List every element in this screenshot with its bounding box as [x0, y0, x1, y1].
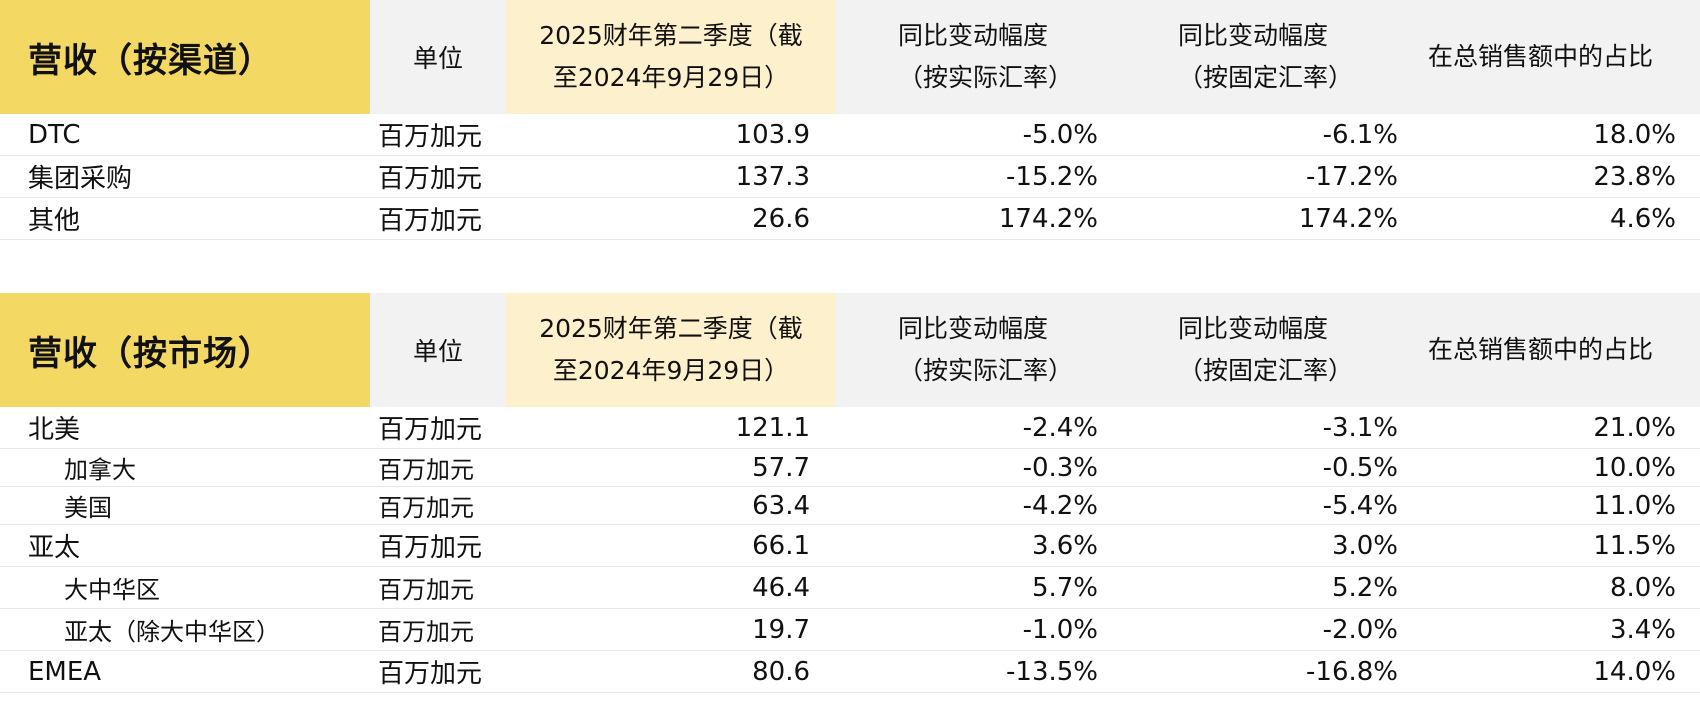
row-share: 10.0%: [1593, 452, 1676, 483]
row-unit: 百万加元: [378, 576, 474, 604]
row-unit: 百万加元: [378, 494, 474, 522]
row-label: DTC: [28, 119, 81, 150]
row-value: 103.9: [735, 119, 810, 150]
row-yoy-constant: -5.4%: [1322, 490, 1398, 521]
row-unit: 百万加元: [378, 456, 474, 484]
row-unit: 百万加元: [378, 659, 483, 689]
market-table-title: 营收（按市场）: [0, 293, 370, 407]
row-yoy-constant: -2.0%: [1322, 614, 1398, 645]
row-yoy-constant: -17.2%: [1306, 161, 1398, 192]
table-row: 大中华区 百万加元 46.4 5.7% 5.2% 8.0%: [0, 567, 1700, 609]
table-row: 加拿大 百万加元 57.7 -0.3% -0.5% 10.0%: [0, 449, 1700, 487]
table-row: DTC 百万加元 103.9 -5.0% -6.1% 18.0%: [0, 114, 1700, 156]
row-value: 46.4: [752, 572, 810, 603]
row-yoy-constant: -16.8%: [1306, 656, 1398, 687]
row-value: 63.4: [752, 490, 810, 521]
row-value: 26.6: [752, 203, 810, 234]
share-header: 在总销售额中的占比: [1422, 0, 1700, 114]
yoy-actual-header: 同比变动幅度 （按实际汇率）: [836, 293, 1122, 407]
yoy-actual-header: 同比变动幅度 （按实际汇率）: [836, 0, 1122, 114]
table-row: 美国 百万加元 63.4 -4.2% -5.4% 11.0%: [0, 487, 1700, 525]
row-label: 其他: [28, 206, 81, 236]
row-yoy-actual: -13.5%: [1006, 656, 1098, 687]
market-revenue-table: 营收（按市场） 单位 2025财年第二季度（截至2024年9月29日） 同比变动…: [0, 293, 1700, 693]
row-unit: 百万加元: [378, 618, 474, 646]
row-label: 北美: [28, 415, 81, 445]
row-share: 23.8%: [1593, 161, 1676, 192]
row-label: 集团采购: [28, 164, 133, 194]
row-yoy-actual: -4.2%: [1022, 490, 1098, 521]
row-share: 11.0%: [1593, 490, 1676, 521]
table-row: 亚太 百万加元 66.1 3.6% 3.0% 11.5%: [0, 525, 1700, 567]
row-yoy-constant: 5.2%: [1331, 572, 1398, 603]
table-row: 其他 百万加元 26.6 174.2% 174.2% 4.6%: [0, 198, 1700, 240]
row-yoy-actual: 3.6%: [1031, 530, 1098, 561]
row-yoy-actual: -15.2%: [1006, 161, 1098, 192]
row-value: 19.7: [752, 614, 810, 645]
row-value: 66.1: [752, 530, 810, 561]
row-yoy-constant: -6.1%: [1322, 119, 1398, 150]
row-share: 8.0%: [1609, 572, 1676, 603]
unit-header: 单位: [370, 0, 506, 114]
row-yoy-actual: 5.7%: [1031, 572, 1098, 603]
table-row: EMEA 百万加元 80.6 -13.5% -16.8% 14.0%: [0, 651, 1700, 693]
row-unit: 百万加元: [378, 415, 483, 445]
row-yoy-actual: -1.0%: [1022, 614, 1098, 645]
row-unit: 百万加元: [378, 206, 483, 236]
row-label: 大中华区: [64, 576, 160, 604]
row-label: 亚太: [28, 533, 81, 563]
row-label: EMEA: [28, 656, 102, 687]
table-row: 集团采购 百万加元 137.3 -15.2% -17.2% 23.8%: [0, 156, 1700, 198]
quarter-header: 2025财年第二季度（截至2024年9月29日）: [506, 293, 836, 407]
share-header: 在总销售额中的占比: [1422, 293, 1700, 407]
yoy-constant-header: 同比变动幅度 （按固定汇率）: [1122, 0, 1422, 114]
row-yoy-actual: -0.3%: [1022, 452, 1098, 483]
row-share: 21.0%: [1593, 412, 1676, 443]
row-label: 加拿大: [64, 456, 136, 484]
table-row: 北美 百万加元 121.1 -2.4% -3.1% 21.0%: [0, 407, 1700, 449]
row-yoy-constant: 3.0%: [1331, 530, 1398, 561]
row-value: 121.1: [735, 412, 810, 443]
table-row: 亚太（除大中华区） 百万加元 19.7 -1.0% -2.0% 3.4%: [0, 609, 1700, 651]
row-unit: 百万加元: [378, 122, 483, 152]
row-yoy-actual: -5.0%: [1022, 119, 1098, 150]
row-yoy-constant: 174.2%: [1298, 203, 1398, 234]
row-value: 137.3: [735, 161, 810, 192]
channel-table-header: 营收（按渠道） 单位 2025财年第二季度（截至2024年9月29日） 同比变动…: [0, 0, 1700, 114]
row-yoy-constant: -3.1%: [1322, 412, 1398, 443]
row-unit: 百万加元: [378, 164, 483, 194]
row-yoy-constant: -0.5%: [1322, 452, 1398, 483]
row-value: 80.6: [752, 656, 810, 687]
quarter-header: 2025财年第二季度（截至2024年9月29日）: [506, 0, 836, 114]
row-share: 18.0%: [1593, 119, 1676, 150]
row-share: 4.6%: [1609, 203, 1676, 234]
row-label: 亚太（除大中华区）: [64, 618, 280, 646]
row-label: 美国: [64, 494, 112, 522]
row-yoy-actual: 174.2%: [998, 203, 1098, 234]
row-share: 11.5%: [1593, 530, 1676, 561]
unit-header: 单位: [370, 293, 506, 407]
row-value: 57.7: [752, 452, 810, 483]
row-unit: 百万加元: [378, 533, 483, 563]
channel-revenue-table: 营收（按渠道） 单位 2025财年第二季度（截至2024年9月29日） 同比变动…: [0, 0, 1700, 240]
channel-table-title: 营收（按渠道）: [0, 0, 370, 114]
yoy-constant-header: 同比变动幅度 （按固定汇率）: [1122, 293, 1422, 407]
row-share: 14.0%: [1593, 656, 1676, 687]
row-yoy-actual: -2.4%: [1022, 412, 1098, 443]
row-share: 3.4%: [1609, 614, 1676, 645]
market-table-header: 营收（按市场） 单位 2025财年第二季度（截至2024年9月29日） 同比变动…: [0, 293, 1700, 407]
